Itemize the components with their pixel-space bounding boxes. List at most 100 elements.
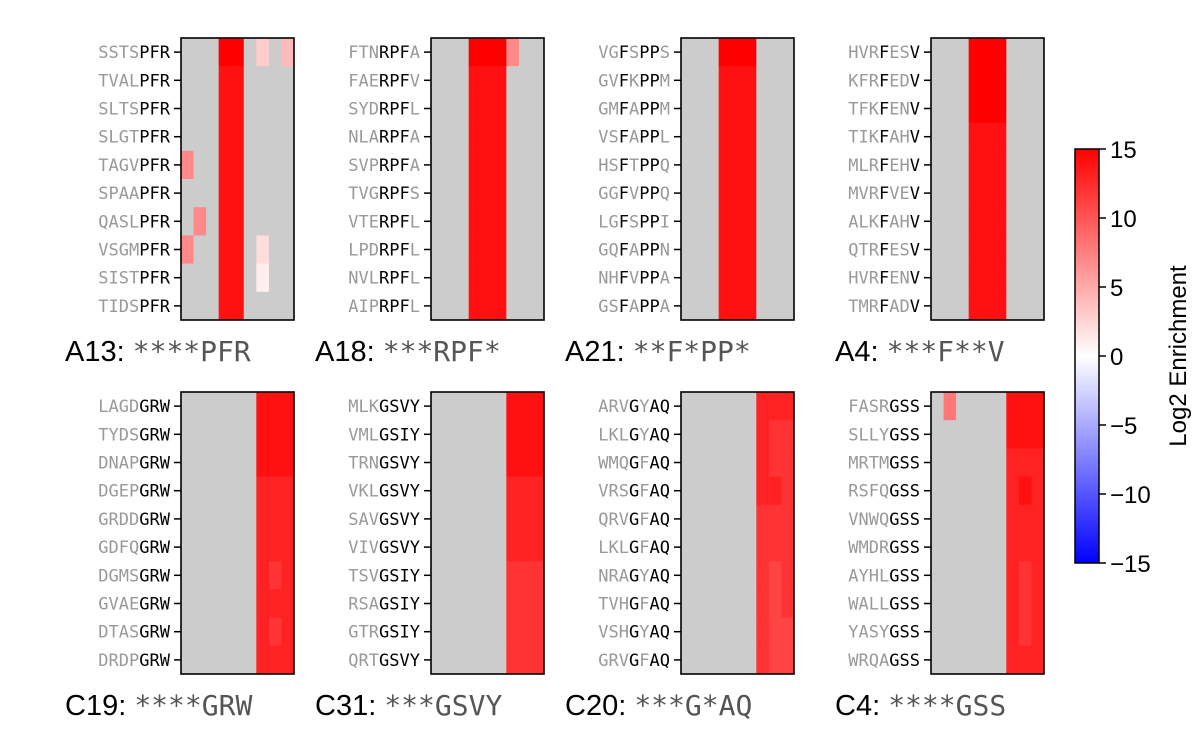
heatmap-cell (981, 392, 995, 421)
heatmap-cell (756, 38, 770, 67)
heatmap-cell (431, 448, 444, 477)
heatmap-cell (968, 150, 982, 180)
heatmap-cell (768, 150, 782, 180)
row-label: WRQAGSS (848, 651, 920, 671)
heatmap-cell (1018, 150, 1032, 180)
heatmap-cell (681, 504, 694, 534)
heatmap-cell (206, 617, 220, 647)
row-label: VSFAPPL (598, 128, 670, 148)
row-label: GMFAPPM (598, 100, 670, 120)
heatmap-cell (931, 561, 944, 590)
heatmap-cell (506, 420, 520, 449)
heatmap-cell (493, 235, 507, 264)
heatmap-cell (968, 476, 982, 506)
row-label: GQFAPPN (598, 241, 670, 261)
heatmap-cell (768, 533, 782, 562)
heatmap-cell (706, 561, 720, 590)
heatmap-cell (281, 533, 295, 562)
colorbar-gradient (1074, 148, 1100, 564)
heatmap-cell (206, 291, 220, 321)
heatmap-cell (468, 533, 482, 562)
heatmap-cell (468, 392, 482, 421)
heatmap-cell (1031, 94, 1045, 123)
heatmap-cell (218, 122, 232, 152)
heatmap-cell (706, 38, 720, 67)
heatmap-cell (1018, 589, 1032, 618)
heatmap-cell (718, 94, 732, 123)
heatmap-cell (493, 179, 507, 208)
heatmap-cell (931, 150, 944, 180)
heatmap-cell (681, 420, 694, 449)
heatmap-cell (768, 476, 782, 506)
heatmap-cell (743, 617, 757, 647)
heatmap-cell (681, 392, 694, 421)
heatmap-cell (768, 420, 782, 449)
heatmap-cell (506, 448, 520, 477)
heatmap-cell (681, 235, 694, 264)
heatmap-cell (781, 207, 795, 236)
heatmap-cell (506, 38, 520, 67)
heatmap-cell (531, 150, 545, 180)
heatmap-cell (943, 420, 957, 449)
heatmap-cell (1031, 476, 1045, 506)
heatmap-cell (1031, 122, 1045, 152)
heatmap-cell (731, 504, 745, 534)
heatmap-cell (468, 235, 482, 264)
heatmap-cell (681, 617, 694, 647)
heatmap-cell (943, 392, 957, 421)
heatmap-cell (931, 420, 944, 449)
row-label: MLKGSVY (348, 397, 420, 417)
heatmap-cell (743, 122, 757, 152)
heatmap-cell (1031, 561, 1045, 590)
heatmap-cell (481, 291, 495, 321)
heatmap-cell (743, 235, 757, 264)
row-label: SSTSPFR (98, 43, 171, 63)
heatmap-cell (281, 150, 295, 180)
heatmap-cell (256, 38, 270, 67)
heatmap-cell (781, 235, 795, 264)
heatmap-cell (281, 617, 295, 647)
heatmap-cell (181, 617, 194, 647)
heatmap-cell (193, 291, 207, 321)
row-label: TVHGFAQ (598, 595, 670, 615)
heatmap-cell (756, 291, 770, 321)
row-label: QASLPFR (98, 212, 171, 232)
heatmap-cell (281, 392, 295, 421)
heatmap-cell (243, 589, 257, 618)
heatmap-cell (243, 179, 257, 208)
heatmap-cell (256, 291, 270, 321)
heatmap-cell (468, 291, 482, 321)
heatmap-cell (731, 291, 745, 321)
heatmap-cell (443, 207, 457, 236)
heatmap-cell (493, 94, 507, 123)
heatmap-cell (943, 589, 957, 618)
heatmap-cell (1006, 617, 1020, 647)
heatmap-cell (956, 617, 970, 647)
heatmap-cell (443, 645, 457, 675)
heatmap-cell (493, 589, 507, 618)
heatmap-cell (456, 645, 470, 675)
heatmap-cell (193, 533, 207, 562)
row-label: SYDRPFL (348, 100, 420, 120)
heatmap-cell (206, 476, 220, 506)
heatmap-cell (681, 94, 694, 123)
heatmap-cell (743, 263, 757, 293)
heatmap-cell (193, 420, 207, 449)
row-label: SLTSPFR (98, 100, 171, 120)
heatmap-cell (243, 38, 257, 67)
heatmap-cell (981, 235, 995, 264)
heatmap-cell (506, 504, 520, 534)
heatmap-cell (956, 150, 970, 180)
heatmap-cell (206, 122, 220, 152)
heatmap-cell (931, 291, 944, 321)
heatmap-cell (193, 645, 207, 675)
heatmap-cell (1031, 66, 1045, 95)
heatmap-cell (193, 179, 207, 208)
heatmap-cell (1006, 420, 1020, 449)
heatmap-cell (731, 66, 745, 95)
heatmap-cell (531, 38, 545, 67)
heatmap-cell (443, 122, 457, 152)
heatmap-cell (493, 150, 507, 180)
heatmap-cell (456, 263, 470, 293)
heatmap-cell (243, 122, 257, 152)
